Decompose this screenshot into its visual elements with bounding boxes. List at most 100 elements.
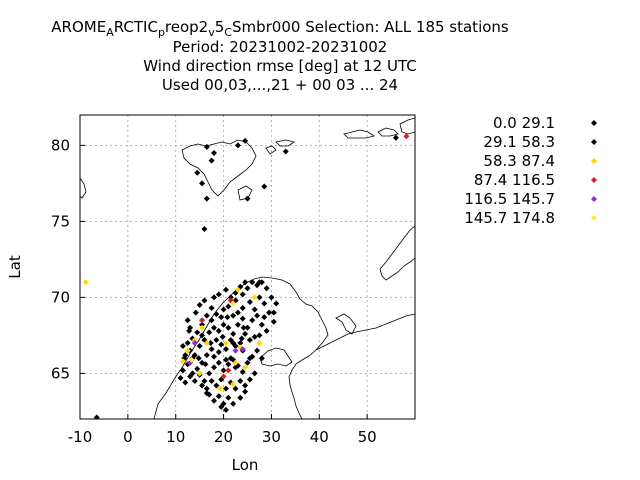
data-point [194, 169, 201, 176]
data-point [263, 285, 270, 292]
data-point [187, 373, 194, 380]
data-point [222, 286, 229, 293]
y-tick-label: 70 [51, 288, 70, 306]
data-point [201, 378, 208, 384]
data-point [93, 414, 100, 419]
data-point [242, 364, 249, 371]
data-point [270, 318, 277, 325]
data-point [237, 378, 244, 384]
data-point [208, 317, 215, 324]
data-point [246, 355, 253, 362]
data-point [199, 324, 206, 331]
data-point [219, 333, 226, 340]
data-point [188, 356, 195, 363]
data-point [211, 294, 217, 301]
data-point [270, 309, 277, 316]
data-point [222, 346, 229, 353]
data-point [206, 370, 213, 377]
data-point [222, 356, 229, 363]
data-point [225, 367, 232, 374]
data-point [220, 306, 227, 313]
data-point [199, 382, 206, 389]
data-point [220, 373, 227, 380]
data-point [203, 312, 210, 319]
data-point [215, 349, 222, 356]
data-point [251, 333, 258, 340]
data-point [218, 314, 225, 321]
data-point [222, 406, 229, 413]
chart-period: Period: 20231002-20231002 [172, 38, 388, 56]
data-point [203, 390, 210, 397]
x-tick-label: 20 [214, 428, 233, 446]
data-point [215, 359, 222, 366]
data-point [179, 358, 186, 365]
data-point [225, 361, 232, 368]
data-point [227, 355, 234, 362]
legend-label: 58.3 87.4 [483, 152, 555, 170]
title-subscript: A [106, 26, 114, 39]
data-point [258, 321, 265, 328]
data-point [251, 294, 258, 301]
data-point [268, 294, 275, 301]
data-point [232, 359, 239, 366]
data-point [263, 327, 270, 334]
title-subscript: v [208, 26, 215, 39]
data-point [266, 309, 273, 316]
data-point [196, 302, 203, 308]
data-point [246, 336, 253, 343]
data-point [230, 400, 237, 407]
data-point [218, 341, 225, 348]
data-point [82, 279, 89, 286]
data-point [239, 346, 246, 353]
data-point [196, 343, 203, 350]
data-point [211, 364, 217, 371]
data-point [244, 359, 251, 366]
data-point [182, 379, 189, 386]
x-tick-label: 0 [123, 428, 133, 446]
data-point [224, 314, 231, 321]
data-point [244, 324, 251, 331]
data-point [261, 300, 268, 307]
data-point [206, 329, 213, 336]
legend-marker [591, 139, 597, 145]
data-point [184, 347, 191, 354]
chart-used-info: Used 00,03,...,21 + 00 03 ... 24 [161, 76, 399, 94]
data-point [258, 355, 265, 362]
data-point [256, 332, 263, 339]
data-point [179, 343, 186, 350]
data-point [232, 347, 239, 354]
x-tick-label: 40 [310, 428, 329, 446]
data-point [222, 385, 229, 392]
data-point [199, 317, 206, 324]
coastline-map [80, 117, 415, 419]
data-point [256, 279, 263, 286]
data-point [222, 340, 229, 346]
data-point [232, 385, 239, 392]
data-point [234, 321, 241, 328]
data-point [242, 137, 249, 144]
data-point [230, 300, 237, 307]
data-point [213, 311, 220, 318]
data-point [184, 340, 191, 346]
y-axis-label: Lat [6, 255, 24, 279]
data-point [211, 324, 217, 331]
data-point [196, 370, 203, 377]
data-point [256, 294, 263, 301]
data-point [249, 317, 256, 324]
data-point [213, 382, 220, 389]
legend-marker [591, 120, 597, 126]
legend-marker [591, 196, 597, 202]
data-point [240, 324, 247, 331]
data-point [232, 364, 239, 371]
data-point [201, 297, 208, 304]
data-point [203, 385, 210, 392]
data-point [191, 378, 198, 384]
data-point [246, 376, 253, 383]
data-point [199, 332, 206, 339]
data-point [186, 327, 193, 334]
data-point [218, 403, 225, 410]
data-point [199, 321, 206, 328]
data-point [208, 346, 215, 353]
x-tick-label: 30 [262, 428, 281, 446]
data-point [242, 382, 249, 389]
